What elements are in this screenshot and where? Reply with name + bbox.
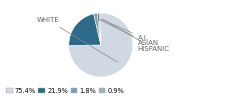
- Wedge shape: [69, 14, 101, 46]
- Wedge shape: [94, 13, 101, 45]
- Legend: 75.4%, 21.9%, 1.8%, 0.9%: 75.4%, 21.9%, 1.8%, 0.9%: [3, 85, 127, 97]
- Text: HISPANIC: HISPANIC: [102, 19, 170, 52]
- Wedge shape: [69, 13, 133, 77]
- Text: ASIAN: ASIAN: [99, 19, 159, 46]
- Wedge shape: [99, 13, 101, 45]
- Wedge shape: [97, 13, 101, 45]
- Text: A.I.: A.I.: [101, 19, 149, 41]
- Text: WHITE: WHITE: [36, 17, 117, 62]
